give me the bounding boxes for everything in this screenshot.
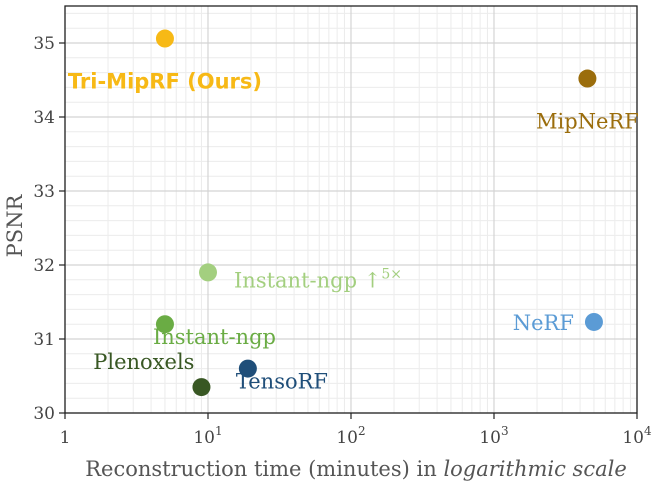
data-point xyxy=(192,378,211,397)
data-label: NeRF xyxy=(513,311,574,335)
data-point xyxy=(238,359,257,378)
y-tick-label: 33 xyxy=(33,182,55,202)
data-label: Instant-ngp ↑5× xyxy=(234,266,402,292)
x-tick-label: 103 xyxy=(479,424,508,448)
y-tick-label: 30 xyxy=(33,404,55,424)
y-tick-label: 35 xyxy=(33,34,55,54)
data-point xyxy=(199,263,217,282)
data-point xyxy=(584,312,603,331)
x-tick-label: 1 xyxy=(60,428,71,448)
x-tick-label: 102 xyxy=(336,424,365,448)
x-tick-label: 101 xyxy=(193,424,222,448)
y-tick-label: 31 xyxy=(33,330,55,350)
data-label: Tri-MipRF (Ours) xyxy=(68,70,262,94)
data-label: TensoRF xyxy=(236,370,328,394)
point-labels: Tri-MipRF (Ours) MipNeRF Instant-ngp ↑5× In… xyxy=(68,70,639,394)
data-label: Plenoxels xyxy=(93,350,194,374)
data-point xyxy=(155,29,174,48)
data-point xyxy=(155,315,174,334)
y-axis-ticks: 30 31 32 33 34 35 xyxy=(33,34,65,424)
data-points xyxy=(155,29,603,397)
y-tick-label: 32 xyxy=(33,256,55,276)
data-label: Instant-ngp xyxy=(153,325,276,349)
x-tick-label: 104 xyxy=(622,424,652,448)
y-tick-label: 34 xyxy=(33,108,55,128)
x-axis-ticks: 1 101 102 103 104 xyxy=(60,413,652,448)
x-axis-title: Reconstruction time (minutes) in logarit… xyxy=(85,457,627,481)
data-label: MipNeRF xyxy=(536,110,639,134)
y-axis-title: PSNR xyxy=(3,193,27,257)
data-point xyxy=(578,69,597,88)
